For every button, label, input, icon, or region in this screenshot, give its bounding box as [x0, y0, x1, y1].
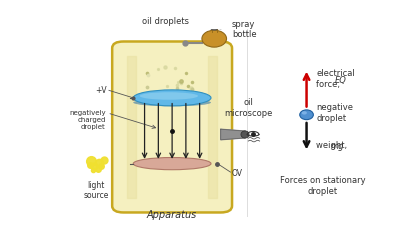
Text: light
source: light source — [83, 181, 109, 200]
Ellipse shape — [133, 99, 211, 106]
FancyBboxPatch shape — [112, 41, 232, 213]
Text: oil droplets: oil droplets — [142, 18, 189, 26]
Text: Apparatus: Apparatus — [147, 210, 197, 220]
Ellipse shape — [211, 27, 218, 30]
Ellipse shape — [241, 131, 249, 138]
Text: EQ: EQ — [335, 75, 347, 84]
Ellipse shape — [202, 30, 227, 47]
Polygon shape — [221, 129, 245, 140]
Ellipse shape — [302, 111, 307, 115]
Text: electrical
force,: electrical force, — [316, 69, 355, 89]
Text: spray
bottle: spray bottle — [232, 20, 257, 39]
Text: +V: +V — [96, 86, 107, 95]
Text: OV: OV — [232, 169, 243, 178]
Text: oil
microscope: oil microscope — [224, 98, 273, 118]
Text: negative
droplet: negative droplet — [316, 103, 353, 122]
Text: mg: mg — [331, 142, 344, 151]
Ellipse shape — [133, 158, 211, 170]
Ellipse shape — [133, 90, 211, 106]
Ellipse shape — [140, 92, 198, 100]
Text: Forces on stationary
droplet: Forces on stationary droplet — [280, 176, 366, 196]
Text: weight,: weight, — [316, 141, 350, 150]
Text: negatively
charged
droplet: negatively charged droplet — [69, 110, 106, 130]
Ellipse shape — [300, 110, 314, 120]
